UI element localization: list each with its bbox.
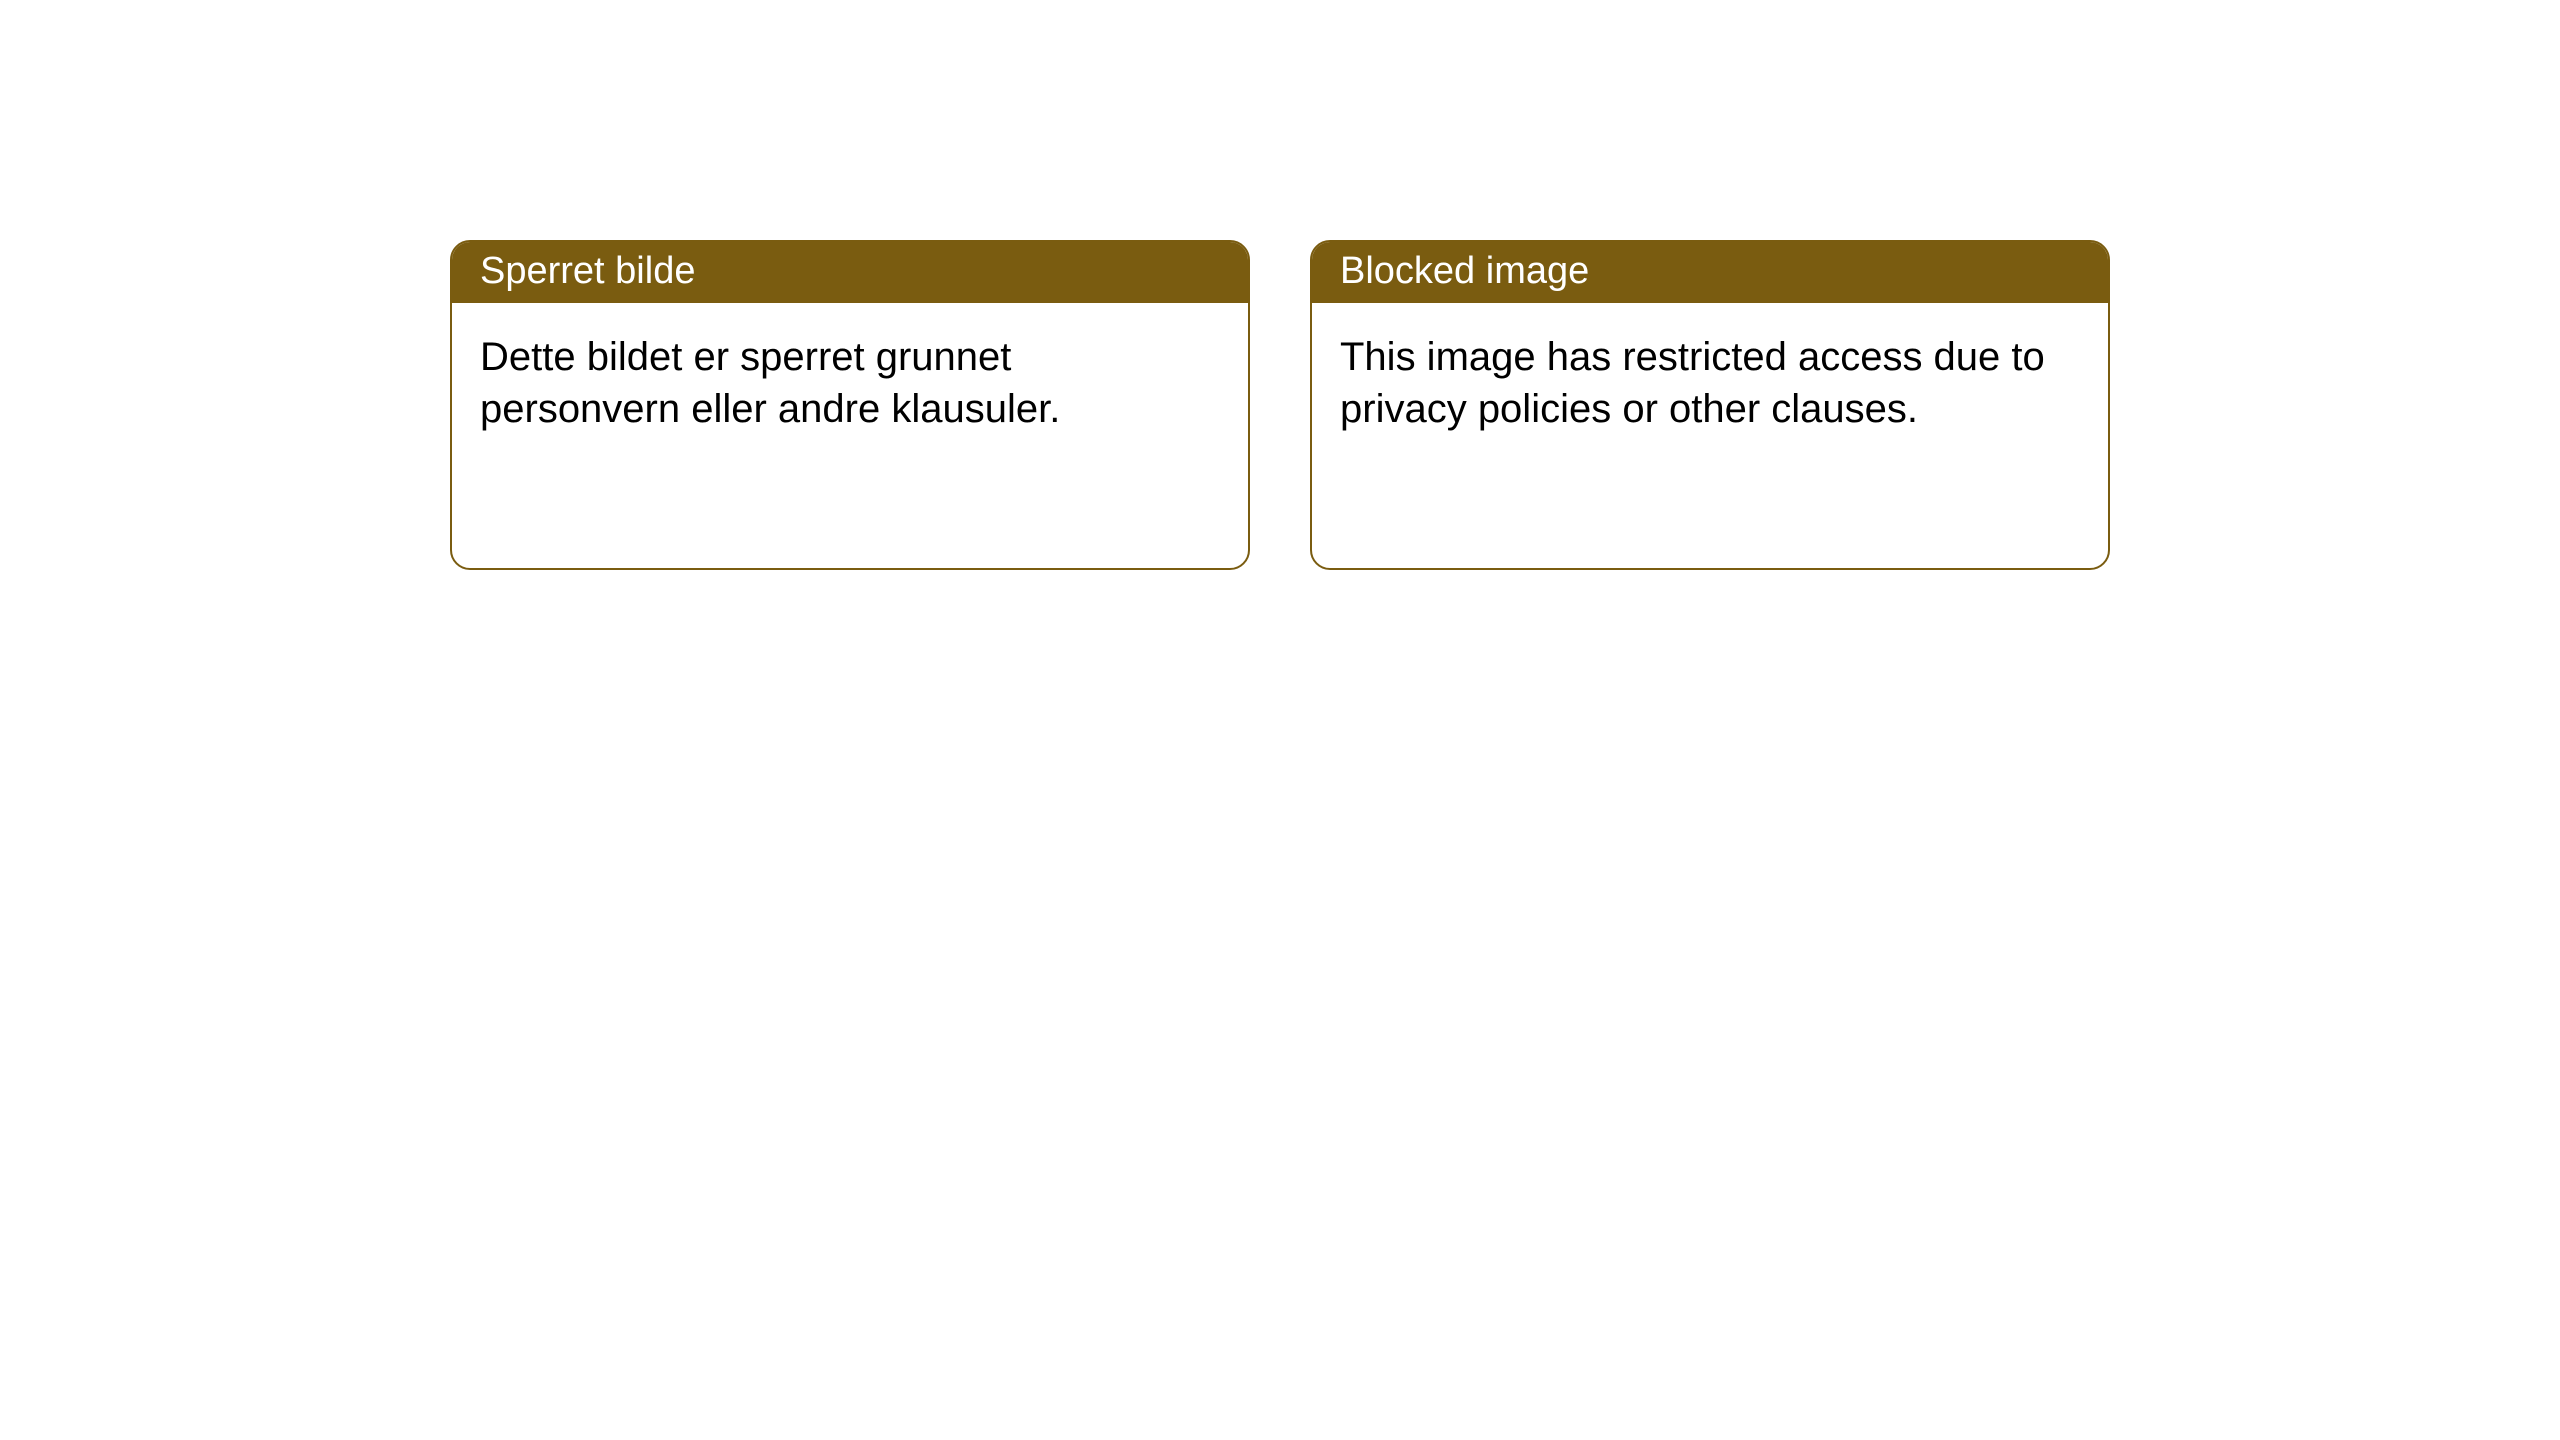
- notice-card-no: Sperret bilde Dette bildet er sperret gr…: [450, 240, 1250, 570]
- notice-body-en: This image has restricted access due to …: [1312, 303, 2108, 463]
- notice-container: Sperret bilde Dette bildet er sperret gr…: [0, 0, 2560, 570]
- notice-header-no: Sperret bilde: [452, 242, 1248, 303]
- notice-body-no: Dette bildet er sperret grunnet personve…: [452, 303, 1248, 463]
- notice-header-en: Blocked image: [1312, 242, 2108, 303]
- notice-card-en: Blocked image This image has restricted …: [1310, 240, 2110, 570]
